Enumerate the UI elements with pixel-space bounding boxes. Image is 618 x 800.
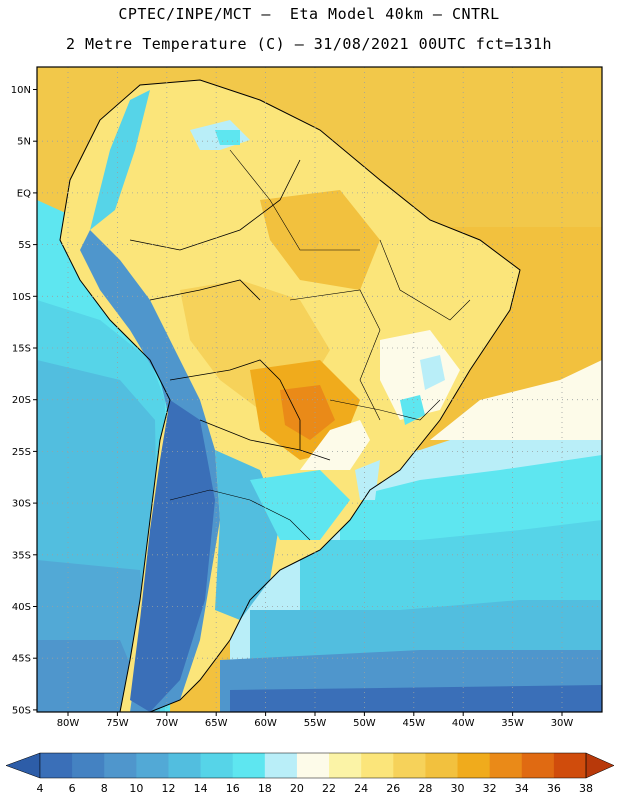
highland-cool-spot (400, 395, 425, 425)
colorbar-swatch (329, 753, 362, 778)
tepui-cool-spot (215, 130, 240, 145)
colorbar-swatch (361, 753, 394, 778)
lon-label: 70W (155, 718, 178, 729)
pacific-band-5 (37, 640, 150, 712)
lon-label: 45W (402, 718, 425, 729)
highland-cool-spot-2 (420, 355, 445, 390)
state-border (329, 399, 441, 421)
colorbar-swatch (104, 753, 137, 778)
lat-label: 15S (12, 344, 31, 355)
colorbar-label: 6 (68, 782, 76, 795)
border-line (169, 489, 311, 541)
lon-label: 35W (501, 718, 524, 729)
colorbar-swatch (232, 753, 266, 778)
colorbar-under-arrow (5, 752, 41, 779)
colorbar-swatch (489, 753, 523, 778)
latitude-labels: 10N 5N EQ 5S 10S 15S 20S 25S 30S 35S 40S 45S 50S (11, 85, 37, 716)
colorbar-label: 26 (386, 782, 401, 795)
lon-label: 30W (551, 718, 574, 729)
colorbar-outline (39, 752, 587, 779)
lon-label: 60W (254, 718, 277, 729)
border-line (129, 159, 301, 251)
colorbar-label: 16 (225, 782, 240, 795)
colorbar-label: 18 (257, 782, 272, 795)
lon-label: 80W (57, 718, 80, 729)
lat-label: 30S (12, 499, 31, 510)
colorbar-swatch (264, 753, 298, 778)
lat-label: 5S (18, 240, 31, 251)
lat-label: 50S (12, 705, 31, 716)
atlantic-band-8-10 (230, 685, 602, 712)
coastal-cool (355, 460, 380, 500)
colorbar-swatch (168, 753, 202, 778)
colorbar-swatch (200, 753, 234, 778)
amazon-warm-patch (260, 190, 380, 290)
state-border (229, 149, 360, 251)
colorbar-label: 12 (161, 782, 176, 795)
map-frame (36, 66, 603, 713)
colorbar-swatch (521, 753, 555, 778)
colorbar-swatch (296, 753, 330, 778)
lon-label: 65W (205, 718, 228, 729)
colorbar-label: 4 (36, 782, 44, 795)
title-line-1: CPTEC/INPE/MCT – Eta Model 40km – CNTRL (118, 5, 500, 23)
andes-colder (130, 400, 215, 712)
colorbar (5, 752, 615, 779)
lon-label: 75W (106, 718, 129, 729)
lon-label: 55W (304, 718, 327, 729)
lat-label: 40S (12, 602, 31, 613)
colorbar-swatch (553, 753, 587, 778)
colorbar-label: 14 (193, 782, 208, 795)
lat-label: 10S (12, 292, 31, 303)
brazil-highlands (380, 330, 460, 420)
border-line (199, 419, 331, 461)
colorbar-swatch (136, 753, 169, 778)
colorbar-label: 32 (482, 782, 497, 795)
lat-label: 20S (12, 395, 31, 406)
pampas (250, 470, 350, 540)
colorbar-over-arrow (585, 752, 615, 779)
lat-label: 35S (12, 550, 31, 561)
southern-brazil (300, 420, 370, 470)
lon-label: 50W (353, 718, 376, 729)
colorbar-label: 8 (100, 782, 108, 795)
colorbar-label: 34 (514, 782, 529, 795)
lat-label: 10N (11, 85, 31, 96)
colorbar-label: 24 (354, 782, 369, 795)
colombia-andes (90, 90, 150, 230)
colorbar-label: 28 (418, 782, 433, 795)
colorbar-swatch (393, 753, 426, 778)
border-line (149, 279, 261, 301)
colorbar-swatch (457, 753, 491, 778)
hottest-patch (280, 385, 335, 440)
colorbar-label: 20 (289, 782, 304, 795)
colorbar-swatch (425, 753, 459, 778)
colorbar-label: 38 (579, 782, 593, 795)
colorbar-swatch (40, 753, 73, 778)
colorbar-label: 10 (129, 782, 144, 795)
colorbar-label: 30 (450, 782, 465, 795)
coastline (59, 79, 521, 712)
longitude-labels: 80W 75W 70W 65W 60W 55W 50W 45W 40W 35W 30W (57, 712, 574, 729)
lon-label: 40W (452, 718, 475, 729)
state-border (289, 289, 381, 421)
border-line (169, 359, 301, 450)
colorbar-swatch (72, 753, 105, 778)
lat-label: 5N (17, 137, 31, 148)
state-border (379, 239, 471, 321)
lat-label: EQ (17, 188, 31, 199)
graticule (37, 67, 602, 712)
colorbar-label: 22 (322, 782, 337, 795)
lat-label: 25S (12, 447, 31, 458)
lat-label: 45S (12, 654, 31, 665)
title-line-2: 2 Metre Temperature (C) – 31/08/2021 00U… (65, 35, 553, 53)
atlantic-band-20-22 (430, 360, 602, 440)
colorbar-label: 36 (546, 782, 561, 795)
